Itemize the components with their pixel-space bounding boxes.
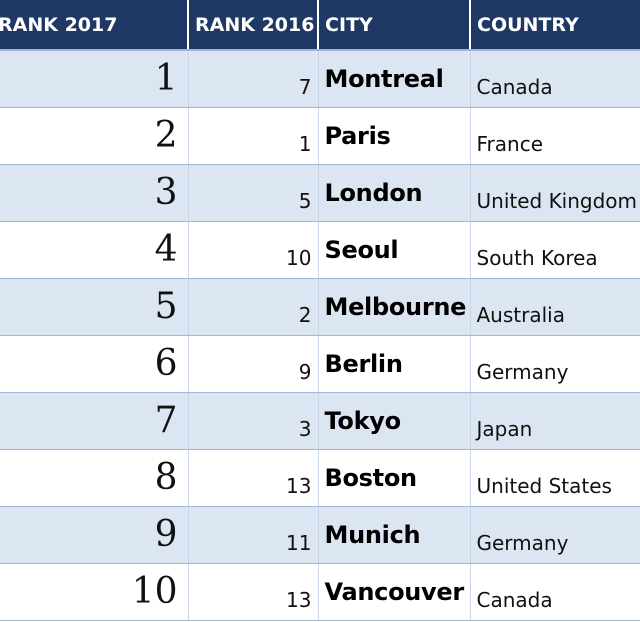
country-cell[interactable]: France: [470, 107, 640, 165]
rank-2016-cell[interactable]: 13: [188, 563, 319, 621]
rank-2016-cell[interactable]: 3: [188, 392, 319, 450]
rank-2016-cell[interactable]: 2: [188, 278, 319, 336]
city-cell[interactable]: Vancouver: [318, 563, 471, 621]
city-cell[interactable]: Melbourne: [318, 278, 471, 336]
rank-2017-cell[interactable]: 6: [0, 335, 189, 393]
country-cell[interactable]: South Korea: [470, 221, 640, 279]
table-row[interactable]: 5 2 Melbourne Australia: [0, 278, 640, 336]
country-cell[interactable]: Japan: [470, 392, 640, 450]
header-country[interactable]: COUNTRY: [470, 0, 640, 51]
table-header: RANK 2017 RANK 2016 CITY COUNTRY: [0, 0, 640, 51]
rank-2016-cell[interactable]: 9: [188, 335, 319, 393]
rank-2017-cell[interactable]: 3: [0, 164, 189, 222]
rank-2017-cell[interactable]: 10: [0, 563, 189, 621]
country-cell[interactable]: Germany: [470, 335, 640, 393]
table-body: 1 7 Montreal Canada 2 1 Paris France 3 5…: [0, 50, 640, 621]
rank-2016-cell[interactable]: 1: [188, 107, 319, 165]
table-row[interactable]: 2 1 Paris France: [0, 107, 640, 165]
rank-2017-cell[interactable]: 9: [0, 506, 189, 564]
table-row[interactable]: 8 13 Boston United States: [0, 449, 640, 507]
country-cell[interactable]: Canada: [470, 50, 640, 108]
country-cell[interactable]: United States: [470, 449, 640, 507]
rank-2017-cell[interactable]: 5: [0, 278, 189, 336]
table-row[interactable]: 9 11 Munich Germany: [0, 506, 640, 564]
rank-2016-cell[interactable]: 11: [188, 506, 319, 564]
city-cell[interactable]: Paris: [318, 107, 471, 165]
rank-2017-cell[interactable]: 4: [0, 221, 189, 279]
country-cell[interactable]: Canada: [470, 563, 640, 621]
city-cell[interactable]: Tokyo: [318, 392, 471, 450]
header-row: RANK 2017 RANK 2016 CITY COUNTRY: [0, 0, 640, 51]
country-cell[interactable]: United Kingdom: [470, 164, 640, 222]
rank-2016-cell[interactable]: 5: [188, 164, 319, 222]
country-cell[interactable]: Australia: [470, 278, 640, 336]
rank-2016-cell[interactable]: 7: [188, 50, 319, 108]
header-city[interactable]: CITY: [318, 0, 471, 51]
header-rank-2016[interactable]: RANK 2016: [188, 0, 319, 51]
city-cell[interactable]: Munich: [318, 506, 471, 564]
rank-2016-cell[interactable]: 10: [188, 221, 319, 279]
table-row[interactable]: 1 7 Montreal Canada: [0, 50, 640, 108]
city-cell[interactable]: Boston: [318, 449, 471, 507]
header-rank-2017[interactable]: RANK 2017: [0, 0, 189, 51]
rank-2017-cell[interactable]: 7: [0, 392, 189, 450]
table-row[interactable]: 3 5 London United Kingdom: [0, 164, 640, 222]
table-row[interactable]: 7 3 Tokyo Japan: [0, 392, 640, 450]
country-cell[interactable]: Germany: [470, 506, 640, 564]
table-row[interactable]: 10 13 Vancouver Canada: [0, 563, 640, 621]
city-cell[interactable]: London: [318, 164, 471, 222]
rank-2017-cell[interactable]: 8: [0, 449, 189, 507]
city-cell[interactable]: Seoul: [318, 221, 471, 279]
table-row[interactable]: 6 9 Berlin Germany: [0, 335, 640, 393]
city-cell[interactable]: Montreal: [318, 50, 471, 108]
rank-2016-cell[interactable]: 13: [188, 449, 319, 507]
rank-2017-cell[interactable]: 2: [0, 107, 189, 165]
rank-2017-cell[interactable]: 1: [0, 50, 189, 108]
table-row[interactable]: 4 10 Seoul South Korea: [0, 221, 640, 279]
city-cell[interactable]: Berlin: [318, 335, 471, 393]
